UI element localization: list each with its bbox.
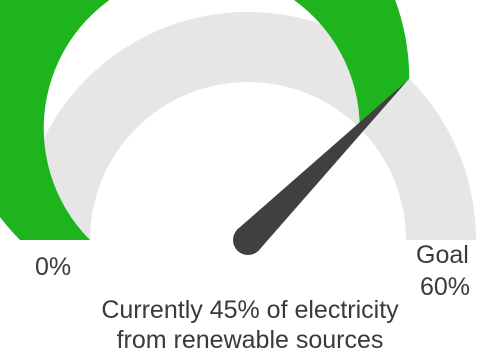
min-label: 0% [35, 253, 71, 281]
caption-line-2: from renewable sources [117, 326, 384, 353]
gauge-filled-arc [0, 0, 410, 240]
goal-label: Goal [416, 241, 469, 269]
gauge-needle-hub [233, 225, 263, 255]
gauge-needle [237, 80, 408, 251]
gauge-track [19, 11, 476, 241]
goal-value-label: 60% [420, 273, 470, 301]
caption-line-1: Currently 45% of electricity [101, 296, 399, 324]
